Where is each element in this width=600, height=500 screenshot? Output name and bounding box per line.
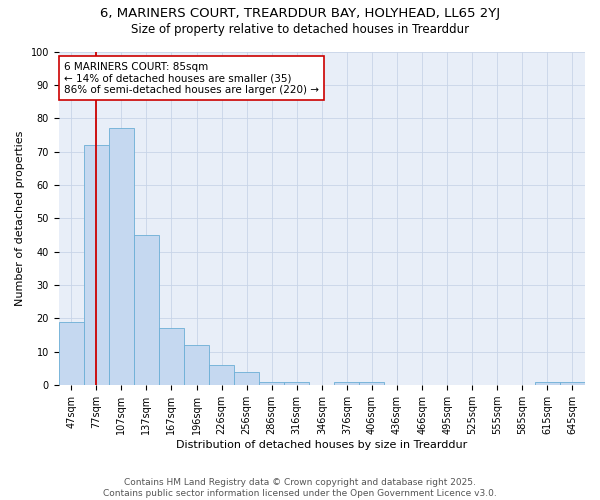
Text: 6, MARINERS COURT, TREARDDUR BAY, HOLYHEAD, LL65 2YJ: 6, MARINERS COURT, TREARDDUR BAY, HOLYHE… bbox=[100, 8, 500, 20]
Bar bbox=[159, 328, 184, 385]
Bar bbox=[284, 382, 309, 385]
Bar bbox=[184, 345, 209, 385]
Bar bbox=[560, 382, 585, 385]
Bar bbox=[209, 365, 234, 385]
X-axis label: Distribution of detached houses by size in Trearddur: Distribution of detached houses by size … bbox=[176, 440, 467, 450]
Bar bbox=[234, 372, 259, 385]
Bar bbox=[134, 235, 159, 385]
Bar bbox=[59, 322, 84, 385]
Text: Contains HM Land Registry data © Crown copyright and database right 2025.
Contai: Contains HM Land Registry data © Crown c… bbox=[103, 478, 497, 498]
Bar bbox=[359, 382, 385, 385]
Bar bbox=[259, 382, 284, 385]
Text: Size of property relative to detached houses in Trearddur: Size of property relative to detached ho… bbox=[131, 22, 469, 36]
Bar bbox=[109, 128, 134, 385]
Bar bbox=[535, 382, 560, 385]
Bar bbox=[334, 382, 359, 385]
Text: 6 MARINERS COURT: 85sqm
← 14% of detached houses are smaller (35)
86% of semi-de: 6 MARINERS COURT: 85sqm ← 14% of detache… bbox=[64, 62, 319, 94]
Y-axis label: Number of detached properties: Number of detached properties bbox=[15, 130, 25, 306]
Bar bbox=[84, 145, 109, 385]
